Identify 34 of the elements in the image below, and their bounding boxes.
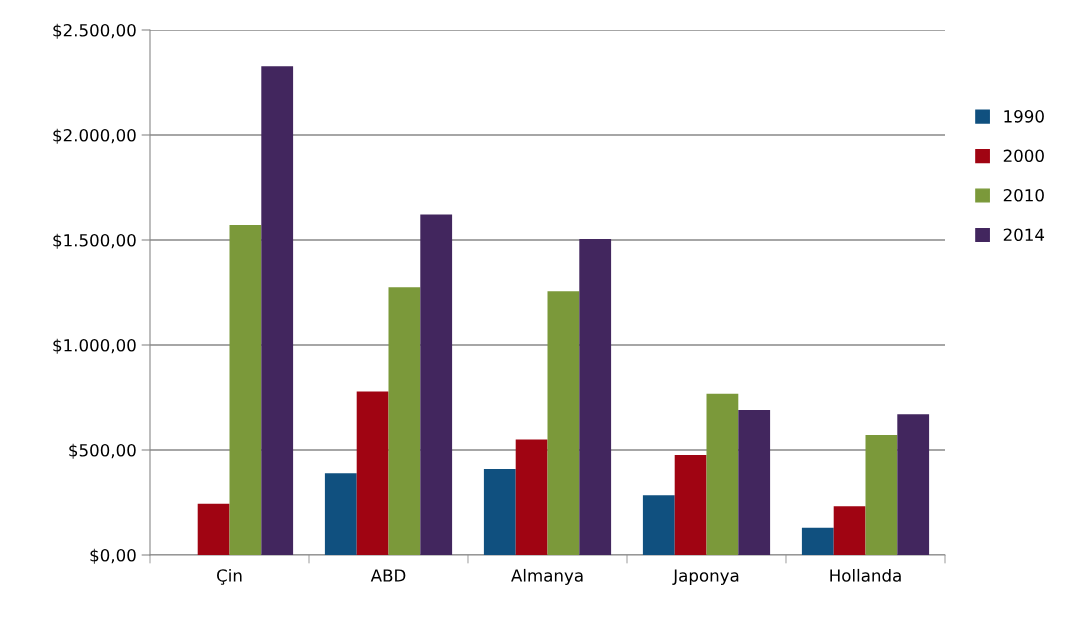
bar [388,287,421,555]
bar [261,66,294,555]
bar [674,455,707,555]
y-tick-label: $1.500,00 [53,233,136,249]
legend-label: 2014 [1003,228,1045,242]
bar [579,238,612,555]
bar [515,439,548,555]
bar [197,503,230,555]
bar [706,393,739,555]
bar [833,506,866,555]
legend-label: 2000 [1003,149,1044,163]
y-tick-label: $0,00 [90,548,136,564]
legend-label: 1990 [1004,110,1044,123]
bar [897,414,930,555]
bar [229,225,262,555]
x-tick-label: Almanya [511,568,583,586]
bar [324,473,357,555]
x-tick-label: ABD [370,569,406,582]
bar [483,468,516,555]
y-tick-label: $1.000,00 [53,338,136,354]
bar [356,391,389,555]
bar [642,495,675,555]
x-tick-label: Japonya [672,569,739,586]
bar [738,410,771,555]
x-tick-label: Hollanda [830,568,901,582]
legend-label: 2010 [1003,188,1044,202]
bar [865,435,898,555]
y-tick-label: $2.500,00 [53,23,136,39]
y-tick-label: $500,00 [69,443,136,459]
y-tick-label: $2.000,00 [53,128,136,144]
x-tick-label: Çin [217,568,242,585]
bar [801,527,834,555]
bar [420,214,453,555]
bar [547,291,580,555]
